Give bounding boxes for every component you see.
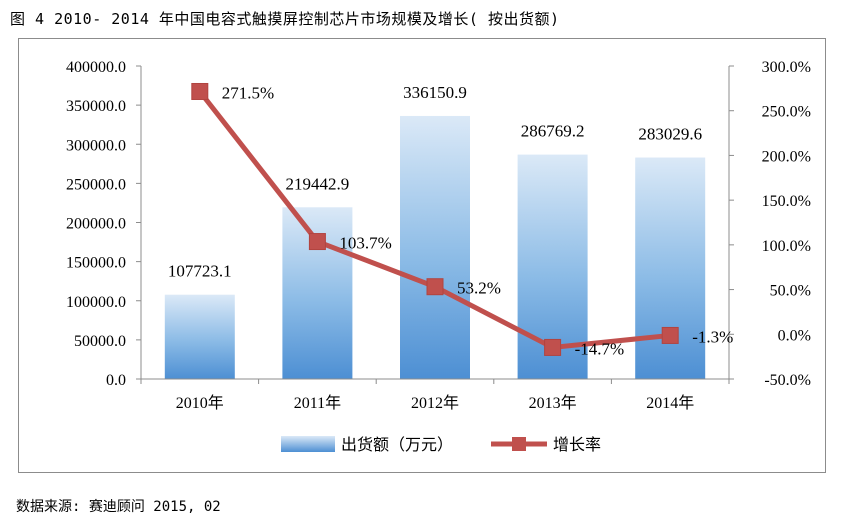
y-left-tick-label: 200000.0 bbox=[66, 216, 126, 233]
x-tick-label: 2013年 bbox=[529, 394, 577, 412]
growth-value-label: 53.2% bbox=[457, 279, 501, 298]
y-right-tick-label: 150.0% bbox=[762, 193, 811, 210]
legend-bar-label: 出货额（万元） bbox=[341, 436, 453, 454]
growth-marker-4 bbox=[661, 326, 679, 344]
y-right-tick-label: 100.0% bbox=[762, 238, 811, 255]
source-note: 数据来源: 赛迪顾问 2015, 02 bbox=[16, 499, 221, 515]
legend-line-label: 增长率 bbox=[553, 436, 601, 454]
bar-0 bbox=[164, 294, 235, 379]
growth-marker-2 bbox=[426, 278, 444, 296]
bar-value-label: 107723.1 bbox=[168, 262, 232, 281]
legend-line-marker bbox=[512, 437, 526, 451]
y-left-tick-label: 250000.0 bbox=[66, 176, 126, 193]
growth-marker-3 bbox=[544, 338, 562, 356]
y-right-tick-label: 0.0% bbox=[778, 327, 811, 344]
y-right-tick-label: 200.0% bbox=[762, 148, 811, 165]
y-left-tick-label: 350000.0 bbox=[66, 98, 126, 115]
y-left-tick-label: 0.0 bbox=[106, 372, 126, 389]
y-right-tick-label: 250.0% bbox=[762, 104, 811, 121]
y-left-tick-label: 50000.0 bbox=[74, 333, 126, 350]
growth-value-label: 103.7% bbox=[339, 234, 391, 253]
x-tick-label: 2011年 bbox=[294, 394, 341, 412]
figure-title: 图 4 2010- 2014 年中国电容式触摸屏控制芯片市场规模及增长( 按出货… bbox=[10, 10, 560, 28]
growth-value-label: 271.5% bbox=[222, 83, 274, 102]
y-left-tick-label: 150000.0 bbox=[66, 255, 126, 272]
x-tick-label: 2014年 bbox=[646, 394, 694, 412]
bar-value-label: 286769.2 bbox=[521, 122, 585, 141]
growth-value-label: -14.7% bbox=[575, 339, 625, 358]
growth-marker-0 bbox=[191, 82, 209, 100]
bar-value-label: 283029.6 bbox=[638, 125, 702, 144]
bar-value-label: 336150.9 bbox=[403, 83, 467, 102]
x-tick-label: 2012年 bbox=[411, 394, 459, 412]
y-left-tick-label: 300000.0 bbox=[66, 137, 126, 154]
bar-value-label: 219442.9 bbox=[286, 174, 350, 193]
bar-2 bbox=[400, 115, 470, 380]
combo-chart: 0.0 50000.0 100000.0 150000.0 200000.0 250000… bbox=[66, 59, 811, 454]
x-tick-label: 2010年 bbox=[176, 394, 224, 412]
y-left-tick-label: 100000.0 bbox=[66, 294, 126, 311]
y-left-tick-label: 400000.0 bbox=[66, 59, 126, 76]
y-right-tick-label: 50.0% bbox=[770, 283, 811, 300]
y-right-tick-label: 300.0% bbox=[762, 59, 811, 76]
chart-frame: 0.0 50000.0 100000.0 150000.0 200000.0 250000… bbox=[18, 38, 826, 473]
y-right-tick-label: -50.0% bbox=[764, 372, 811, 389]
growth-value-label: -1.3% bbox=[692, 327, 733, 346]
growth-marker-1 bbox=[308, 233, 326, 251]
legend-bar-swatch bbox=[281, 436, 335, 452]
